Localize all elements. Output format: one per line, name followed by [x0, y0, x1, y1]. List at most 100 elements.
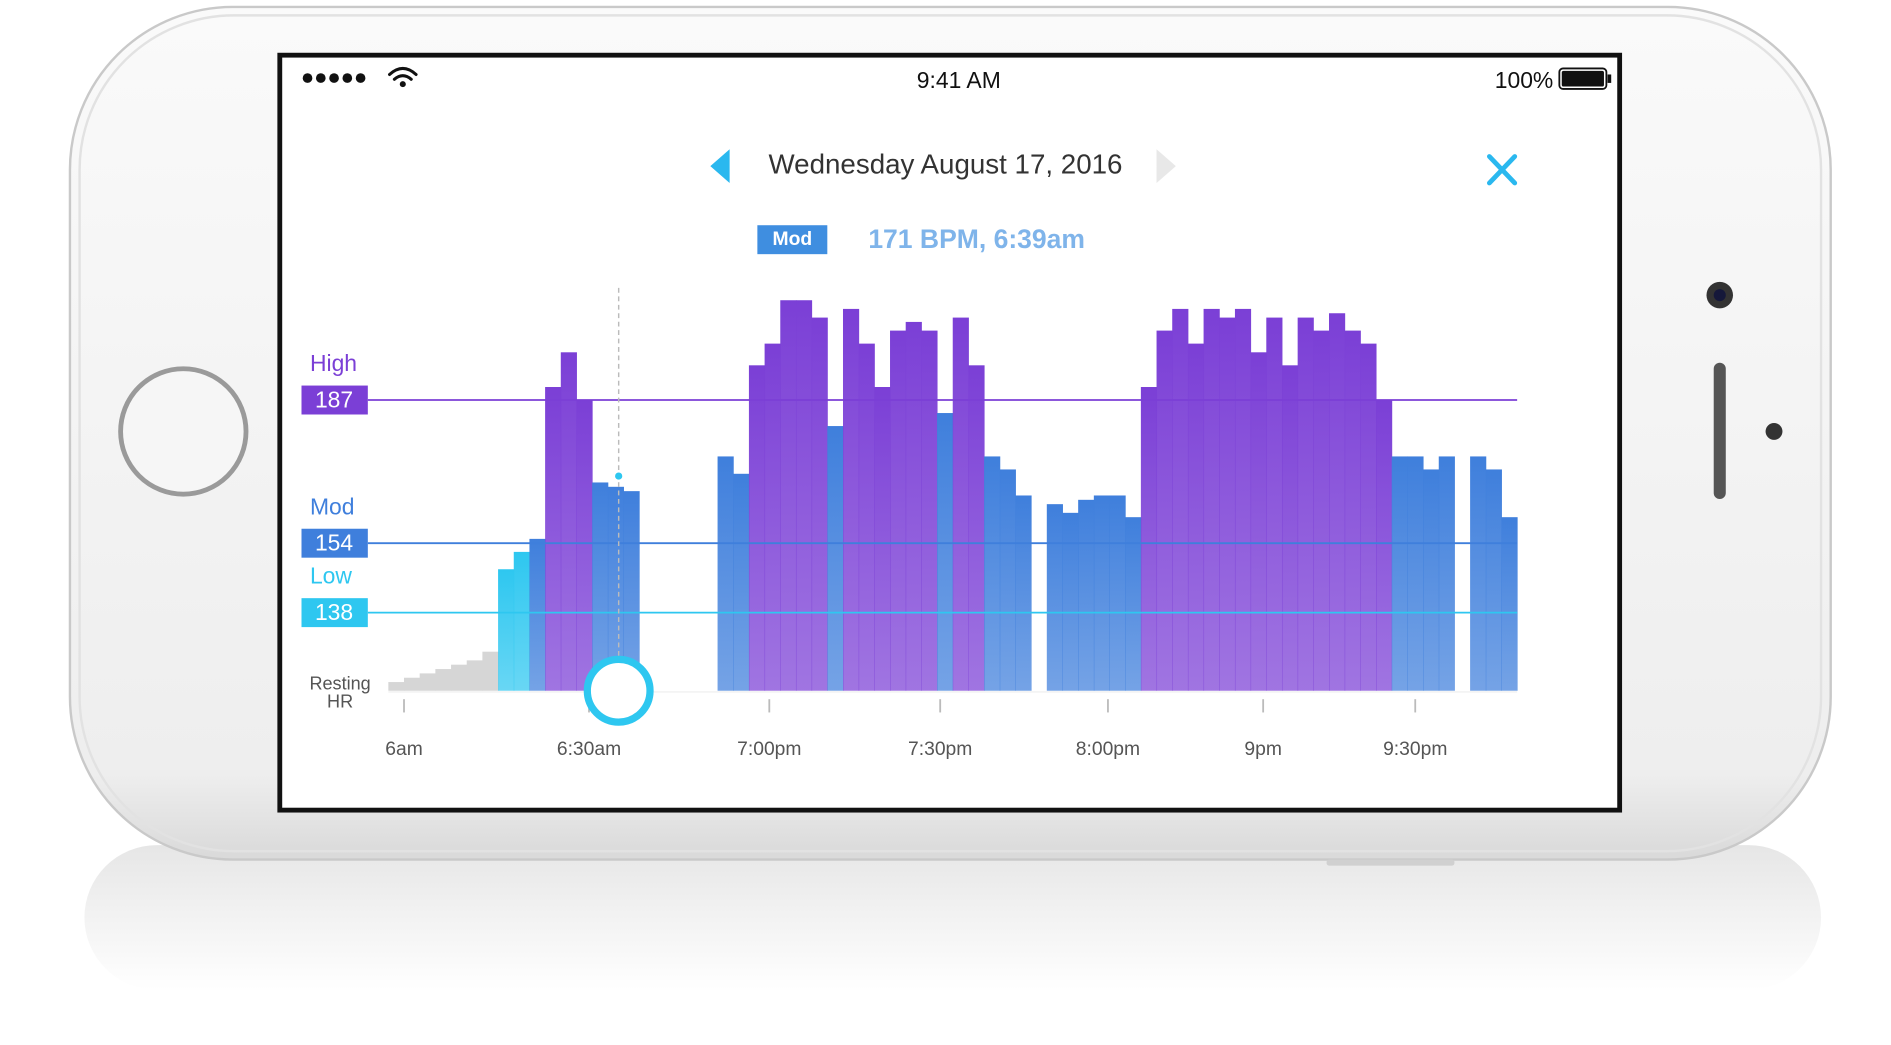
x-tick-label: 7:00pm — [737, 739, 801, 760]
hr-bar — [466, 660, 483, 691]
hr-bar — [1329, 313, 1346, 691]
hr-bar — [1187, 343, 1205, 691]
resting-label: Resting — [309, 673, 370, 693]
hr-bar — [592, 482, 609, 691]
next-day[interactable] — [1156, 149, 1176, 184]
hr-bar — [451, 664, 468, 691]
hr-bar — [1266, 317, 1283, 691]
hr-bar — [842, 308, 860, 691]
hr-bar — [1203, 308, 1220, 691]
heart-rate-chart — [388, 300, 1518, 691]
hr-bar — [1485, 469, 1502, 691]
hr-bar — [937, 413, 954, 691]
zone-badge — [301, 598, 368, 628]
zone-badge — [301, 385, 368, 415]
battery-outline — [1558, 67, 1608, 90]
hr-bar — [435, 669, 452, 691]
phone-bezel — [78, 14, 1823, 853]
cursor-dot — [612, 470, 625, 483]
hr-bar — [984, 456, 1001, 691]
hr-bar — [1250, 352, 1267, 691]
hr-bar — [1391, 456, 1408, 691]
cursor-knob[interactable] — [583, 655, 654, 726]
hr-bar — [921, 330, 938, 691]
zone-badge — [301, 528, 368, 558]
hr-bar — [1423, 469, 1440, 691]
battery-text: 100% — [1495, 67, 1554, 93]
hr-bar — [419, 673, 436, 691]
hr-bar — [764, 343, 781, 691]
hr-bar — [1376, 400, 1393, 691]
battery-tip — [1607, 74, 1612, 83]
x-tick-label: 6am — [385, 739, 423, 760]
x-tick-label: 8:00pm — [1076, 739, 1140, 760]
hr-bar — [482, 651, 499, 691]
hr-bar — [1172, 308, 1189, 691]
hr-bar — [607, 486, 624, 691]
x-tick-label: 9:30pm — [1383, 739, 1447, 760]
sensor — [1765, 423, 1783, 440]
hr-bar — [1234, 308, 1252, 691]
hr-bar — [748, 365, 766, 691]
hr-bar — [1046, 504, 1063, 691]
battery-fill — [1561, 70, 1604, 87]
hr-bar — [827, 426, 844, 691]
hr-bar — [858, 343, 875, 691]
hr-bar — [388, 682, 405, 691]
hr-bar — [1062, 512, 1079, 691]
hr-bar — [560, 352, 577, 691]
hr-bar — [1438, 456, 1455, 691]
zone-value: 154 — [315, 529, 353, 555]
hr-bar — [576, 400, 593, 691]
hr-bar — [404, 677, 421, 691]
hr-bar — [1156, 330, 1173, 691]
wifi-icon — [388, 66, 418, 81]
hr-bar — [811, 317, 828, 691]
zone-value: 138 — [315, 599, 353, 625]
x-tick-label: 6:30am — [557, 739, 621, 760]
hr-bar — [623, 491, 640, 691]
signal-dots — [302, 73, 366, 83]
hr-bar — [1093, 495, 1110, 691]
hr-bar — [874, 387, 891, 691]
zone-badge — [757, 225, 828, 255]
phone-shadow — [84, 845, 1822, 990]
zone-name: High — [310, 350, 357, 376]
speaker — [1713, 362, 1726, 499]
hr-bar — [1281, 365, 1299, 691]
home-button[interactable] — [118, 366, 249, 497]
hr-bar — [1219, 317, 1236, 691]
hr-bar — [905, 321, 922, 691]
date-title: Wednesday August 17, 2016 — [769, 148, 1123, 179]
camera-lens — [1713, 289, 1726, 302]
hr-bar — [968, 365, 985, 691]
status-time: 9:41 AM — [917, 67, 1001, 93]
hr-bar — [1140, 387, 1158, 691]
x-tick-label: 9pm — [1244, 739, 1282, 760]
hr-bar — [733, 473, 750, 691]
side-button — [1326, 859, 1455, 866]
hr-bar — [999, 469, 1016, 691]
hr-bar — [1109, 495, 1126, 691]
hr-bar — [1407, 456, 1424, 691]
zone-badge-text: Mod — [773, 229, 813, 250]
hr-bar — [513, 551, 530, 691]
zone-name: Low — [310, 563, 352, 589]
hr-bar — [529, 538, 546, 691]
hr-bar — [1078, 499, 1095, 691]
close-button[interactable] — [1486, 154, 1518, 186]
prev-day[interactable] — [710, 149, 730, 184]
hr-bar — [498, 569, 515, 691]
hr-bar — [545, 387, 562, 691]
hr-bar — [890, 330, 907, 691]
hr-bar — [1015, 495, 1032, 691]
hr-bar — [1125, 517, 1142, 691]
resting-label: HR — [327, 692, 353, 712]
selected-reading: 171 BPM, 6:39am — [868, 224, 1085, 254]
hr-bar — [717, 456, 734, 691]
wifi-dot — [399, 81, 406, 88]
hr-bar — [1297, 317, 1314, 691]
hr-bar — [1344, 330, 1361, 691]
